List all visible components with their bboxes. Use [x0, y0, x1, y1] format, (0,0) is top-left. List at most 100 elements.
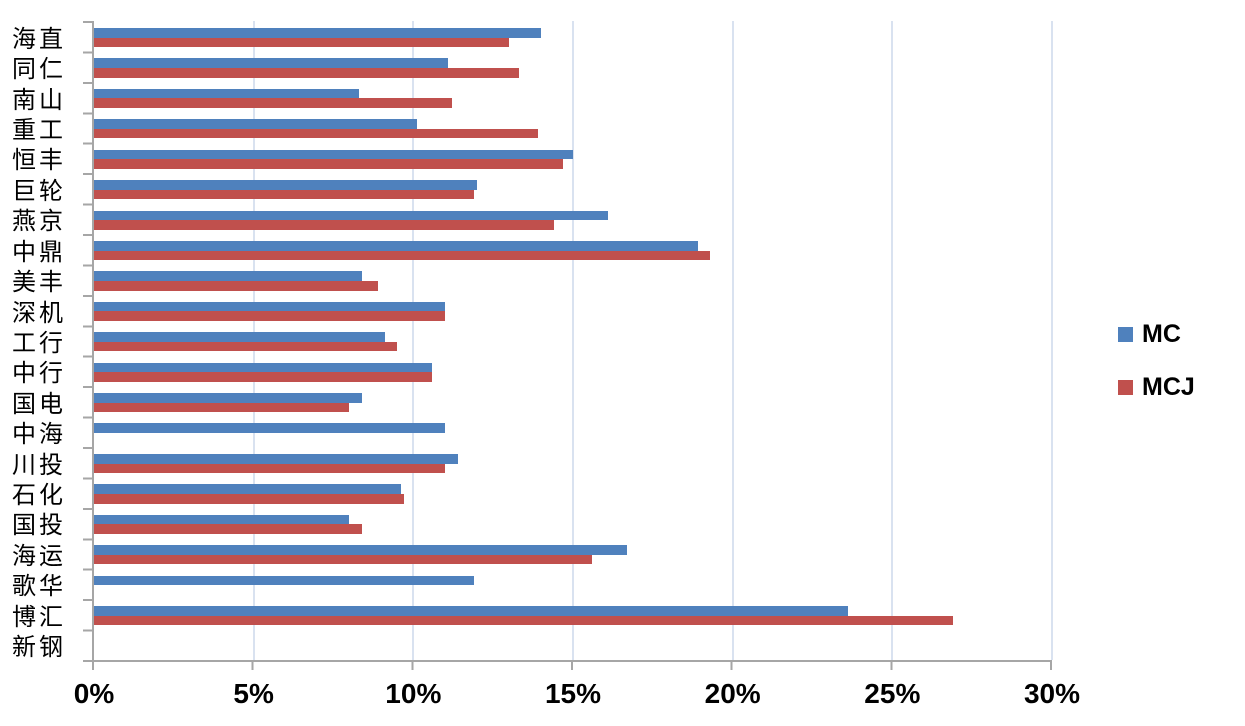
plot-area: [83, 21, 1054, 670]
category-row: [94, 477, 1052, 507]
category-row: [94, 599, 1052, 629]
y-axis-label: 川投: [12, 450, 66, 479]
x-axis-tick-marks: [92, 662, 1054, 670]
legend-label-mcj: MCJ: [1142, 373, 1195, 401]
y-axis-label: 工行: [12, 328, 66, 357]
y-axis-label: 燕京: [12, 207, 66, 236]
y-axis-label: 歌华: [12, 572, 66, 601]
y-axis-label: 海运: [12, 541, 66, 570]
y-axis-label: 恒丰: [12, 146, 66, 175]
y-axis-label: 国电: [12, 389, 66, 418]
category-row: [94, 538, 1052, 568]
y-axis-label: 海直: [12, 24, 66, 53]
y-axis-label: 同仁: [12, 55, 66, 84]
bar-mcj: [94, 402, 350, 413]
x-axis-tick-label: 0%: [73, 678, 115, 709]
y-axis-label: 深机: [12, 298, 66, 327]
category-row: [94, 51, 1052, 81]
category-row: [94, 234, 1052, 264]
bar-mcj: [94, 220, 554, 230]
legend: MC MCJ: [1118, 320, 1195, 402]
bar-mcj: [94, 524, 363, 534]
x-axis-tick-label: 15%: [544, 678, 602, 709]
y-axis-label: 中海: [12, 420, 66, 449]
bar-mcj: [94, 250, 711, 261]
gridline: [572, 21, 574, 660]
gridline: [891, 21, 894, 660]
category-row: [94, 82, 1052, 112]
y-axis-label: 新钢: [12, 633, 66, 662]
bar-mc: [94, 575, 474, 586]
bar-mc: [94, 240, 698, 251]
gridline: [731, 21, 734, 660]
legend-swatch-mc: [1118, 327, 1133, 342]
y-axis-label: 重工: [12, 115, 66, 144]
bar-mcj: [94, 68, 519, 78]
bar-mc: [94, 88, 360, 99]
bar-mcj: [94, 159, 564, 169]
bar-mcj: [94, 615, 953, 626]
category-row: [94, 173, 1052, 203]
y-axis-tick-marks: [83, 21, 92, 662]
y-axis-label: 中行: [12, 359, 66, 388]
bar-mcj: [94, 98, 452, 109]
y-axis-label: 巨轮: [12, 176, 66, 205]
bar-mc: [94, 28, 542, 38]
y-axis-label: 南山: [12, 85, 66, 114]
bar-mc: [94, 484, 401, 494]
category-row: [94, 356, 1052, 386]
bar-mc: [94, 58, 449, 69]
bar-mcj: [94, 311, 446, 321]
bar-mc: [94, 362, 433, 373]
bar-mcj: [94, 341, 398, 352]
bar-mcj: [94, 37, 510, 48]
category-row: [94, 204, 1052, 234]
y-axis-label: 中鼎: [12, 237, 66, 266]
y-axis-label: 国投: [12, 511, 66, 540]
bar-mcj: [94, 372, 433, 382]
bar-rows: [94, 21, 1052, 660]
y-axis-label: 石化: [12, 481, 66, 510]
category-row: [94, 295, 1052, 325]
category-row: [94, 569, 1052, 599]
bar-mc: [94, 606, 848, 616]
bar-mcj: [94, 128, 538, 139]
y-axis-labels: 海直 同仁 南山 重工 恒丰 巨轮 燕京 中鼎 美丰 深机 工行 中行 国电 中海 川投 石化 国投 海运 歌华 博汇…: [0, 21, 66, 662]
category-row: [94, 143, 1052, 173]
bar-mcj: [94, 189, 474, 200]
bar-mcj: [94, 280, 379, 291]
category-row: [94, 416, 1052, 446]
bar-mc: [94, 514, 350, 525]
x-axis-tick-label: 20%: [704, 678, 761, 709]
category-row: [94, 508, 1052, 538]
category-row: [94, 21, 1052, 51]
legend-swatch-mcj: [1118, 380, 1133, 395]
bar-mc: [94, 149, 573, 160]
x-axis-tick-label: 10%: [385, 678, 442, 709]
y-axis-label: 美丰: [12, 268, 66, 297]
gridline: [412, 21, 415, 660]
bar-mc: [94, 180, 478, 190]
bar-mc: [94, 119, 417, 129]
y-axis-label: 博汇: [12, 602, 66, 631]
bar-mc: [94, 210, 609, 221]
bar-mc: [94, 271, 363, 281]
bar-mc: [94, 332, 385, 342]
bar-mcj: [94, 493, 404, 504]
category-row: [94, 264, 1052, 294]
x-axis-tick-label: 5%: [233, 678, 274, 709]
bar-mcj: [94, 463, 446, 474]
gridline: [1051, 21, 1053, 660]
bar-mc: [94, 423, 446, 434]
category-row: [94, 112, 1052, 142]
bar-mcj: [94, 554, 593, 565]
category-row: [94, 325, 1052, 355]
bar-mc: [94, 545, 628, 555]
category-row: [94, 386, 1052, 416]
category-row: [94, 447, 1052, 477]
bar-mc: [94, 393, 363, 403]
x-axis-tick-label: 30%: [1023, 678, 1081, 709]
legend-label-mc: MC: [1142, 320, 1181, 348]
